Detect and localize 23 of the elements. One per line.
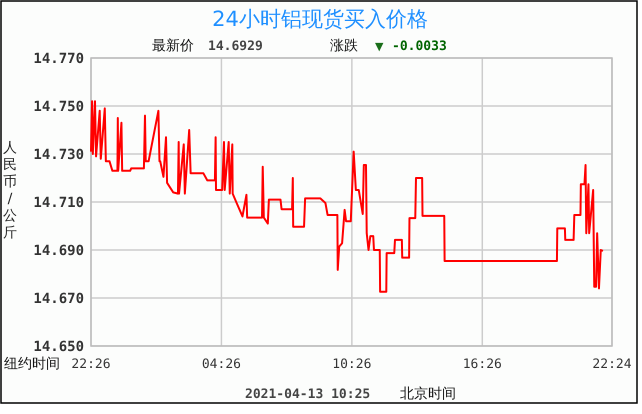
text: 北京时间 [400, 386, 456, 402]
text: 最新价 [152, 38, 194, 54]
text: 2021-04-13 10:25 [245, 387, 370, 402]
chart-title: 24小时铝现货买入价格 [212, 7, 428, 31]
x-tick-label: 16:26 [462, 357, 502, 372]
y-tick-label: 14.670 [33, 291, 84, 307]
y-tick-label: 14.750 [33, 99, 84, 115]
x-tick-label: 04:26 [202, 357, 241, 372]
x-tick-label: 10:26 [332, 357, 372, 372]
text: -0.0033 [392, 39, 447, 54]
line-series [90, 100, 604, 293]
x-tick-label: 22:24 [592, 357, 632, 372]
x-tick-label: 22:26 [71, 357, 111, 372]
text: 纽约时间 [4, 356, 60, 372]
y-axis-title: 人民币/公斤 [3, 140, 17, 241]
y-tick-label: 14.730 [33, 147, 84, 163]
y-tick-label: 14.690 [33, 243, 84, 259]
text: ▼ [375, 40, 384, 53]
text: 涨跌 [330, 38, 358, 54]
text: 14.6929 [208, 39, 263, 54]
y-tick-label: 14.710 [33, 195, 84, 211]
y-tick-label: 14.770 [33, 51, 84, 67]
y-tick-label: 14.650 [33, 339, 84, 355]
